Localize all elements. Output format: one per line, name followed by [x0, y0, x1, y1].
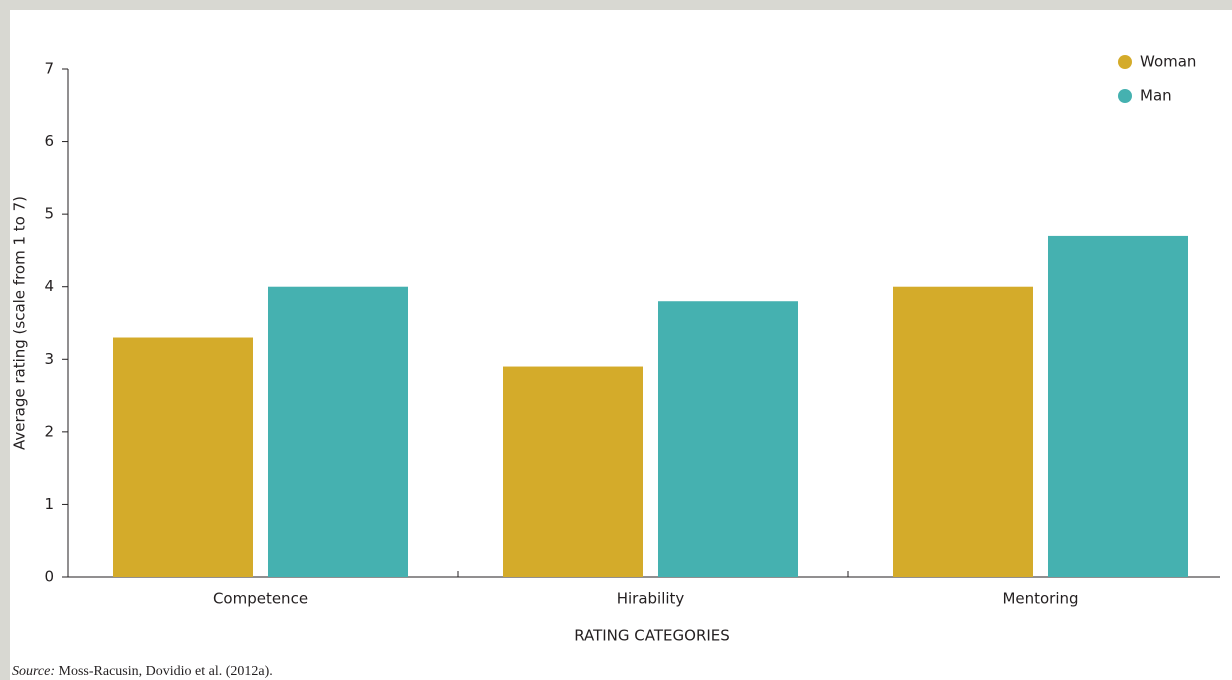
x-axis-title: RATING CATEGORIES	[574, 627, 730, 645]
bar	[658, 301, 798, 577]
legend-marker	[1118, 55, 1132, 69]
source-label: Source:	[12, 664, 55, 679]
source: Source: Moss-Racusin, Dovidio et al. (20…	[12, 664, 273, 679]
bar	[113, 337, 253, 577]
y-tick-label: 3	[44, 350, 54, 368]
bar	[503, 366, 643, 577]
x-tick-label: Mentoring	[1002, 590, 1078, 608]
source-text: Moss-Racusin, Dovidio et al. (2012a).	[59, 664, 273, 679]
bar	[268, 286, 408, 577]
x-tick-label: Competence	[213, 590, 308, 608]
y-axis-title: Average rating (scale from 1 to 7)	[11, 196, 29, 450]
y-tick-label: 1	[44, 495, 54, 513]
bar	[893, 286, 1033, 577]
y-tick-label: 4	[44, 277, 54, 295]
y-tick-label: 5	[44, 205, 54, 223]
legend-label: Man	[1140, 87, 1172, 105]
y-tick-label: 0	[44, 568, 54, 586]
y-tick-label: 7	[44, 60, 54, 78]
bar	[1048, 235, 1188, 577]
y-tick-label: 6	[44, 132, 54, 150]
legend-marker	[1118, 89, 1132, 103]
x-tick-label: Hirability	[617, 590, 685, 608]
y-tick-label: 2	[44, 422, 54, 440]
legend-label: Woman	[1140, 53, 1196, 71]
